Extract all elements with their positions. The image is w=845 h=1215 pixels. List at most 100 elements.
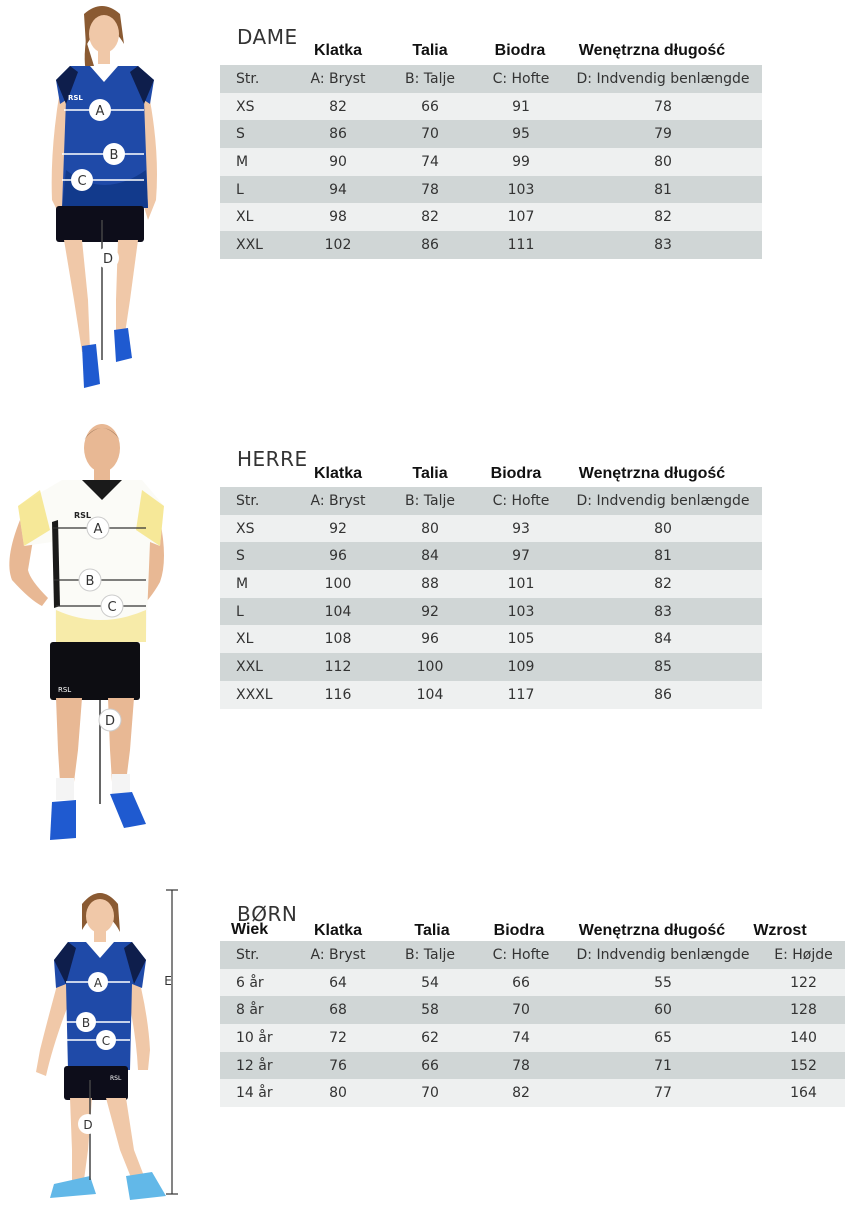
header-inseam: Wenętrzna długość: [578, 922, 726, 939]
cell: 74: [382, 148, 478, 176]
col-size: Str.: [220, 65, 294, 93]
table-row: 10 år 72 62 74 65 140: [220, 1024, 845, 1052]
marker-c: C: [107, 600, 116, 615]
table-row: 14 år 80 70 82 77 164: [220, 1079, 845, 1108]
header-klatka: Klatka: [313, 465, 363, 482]
cell: 82: [294, 92, 382, 121]
header-inseam: Wenętrzna długość: [578, 42, 726, 59]
cell: 111: [478, 231, 564, 259]
man-model-figure: RSL RSL A B C D: [9, 424, 164, 840]
cell: 58: [382, 996, 478, 1025]
cell: 10 år: [220, 1024, 294, 1052]
header-talia: Talia: [414, 922, 450, 939]
svg-text:RSL: RSL: [110, 1075, 122, 1082]
cell: 93: [478, 514, 564, 543]
cell: L: [220, 597, 294, 626]
cell: XXL: [220, 653, 294, 681]
cell: 99: [478, 148, 564, 176]
cell: 122: [762, 968, 845, 997]
cell: 80: [382, 514, 478, 543]
cell: 101: [478, 570, 564, 598]
cell: 102: [294, 231, 382, 259]
cell: 107: [478, 203, 564, 232]
table-row: XXXL 116 104 117 86: [220, 680, 762, 709]
cell: XS: [220, 92, 294, 121]
table-body: Str. A: Bryst B: Talje C: Hofte D: Indve…: [220, 941, 845, 1108]
cell: 81: [564, 175, 762, 204]
table-row: 8 år 68 58 70 60 128: [220, 996, 845, 1025]
cell: 152: [762, 1051, 845, 1080]
table-row: 12 år 76 66 78 71 152: [220, 1051, 845, 1080]
cell: 104: [294, 597, 382, 626]
svg-text:RSL: RSL: [68, 94, 83, 102]
child-model-figure: E RSL A B C D: [36, 889, 178, 1200]
cell: 85: [564, 653, 762, 681]
section-herre: RSL RSL A B C D HERRE Klatka Talia Biodr…: [0, 410, 845, 850]
col-chest: A: Bryst: [294, 65, 382, 93]
cell: 83: [564, 231, 762, 259]
table-row: S 86 70 95 79: [220, 120, 762, 149]
header-biodra: Biodra: [493, 922, 545, 939]
table-body: Str. A: Bryst B: Talje C: Hofte D: Indve…: [220, 487, 762, 709]
cell: 112: [294, 653, 382, 681]
cell: XXXL: [220, 680, 294, 709]
table-row: S 96 84 97 81: [220, 542, 762, 571]
table-row: XXL 102 86 111 83: [220, 231, 762, 259]
cell: 77: [564, 1079, 762, 1108]
cell: 62: [382, 1024, 478, 1052]
table-row: M 100 88 101 82: [220, 570, 762, 598]
cell: 70: [382, 1079, 478, 1108]
col-waist: B: Talje: [382, 487, 478, 515]
cell: 60: [564, 996, 762, 1025]
cell: 66: [382, 92, 478, 121]
col-chest: A: Bryst: [294, 941, 382, 969]
column-headers: Klatka Talia Biodra Wenętrzna długość: [220, 465, 762, 485]
section-title: BØRN: [237, 902, 298, 926]
column-headers: Klatka Talia Biodra Wenętrzna długość: [220, 42, 762, 62]
cell: 108: [294, 625, 382, 654]
cell: 103: [478, 175, 564, 204]
cell: 65: [564, 1024, 762, 1052]
cell: 92: [382, 597, 478, 626]
cell: 86: [382, 231, 478, 259]
table-header-row: Str. A: Bryst B: Talje C: Hofte D: Indve…: [220, 487, 762, 515]
cell: M: [220, 148, 294, 176]
svg-text:RSL: RSL: [74, 511, 91, 520]
table-row: 6 år 64 54 66 55 122: [220, 968, 845, 997]
cell: 86: [294, 120, 382, 149]
size-table-dame: Str. A: Bryst B: Talje C: Hofte D: Indve…: [220, 65, 762, 259]
cell: 72: [294, 1024, 382, 1052]
cell: 68: [294, 996, 382, 1025]
col-inseam: D: Indvendig benlængde: [564, 941, 762, 969]
table-row: XXL 112 100 109 85: [220, 653, 762, 681]
cell: 117: [478, 680, 564, 709]
marker-a: A: [94, 522, 103, 537]
cell: 103: [478, 597, 564, 626]
cell: 70: [382, 120, 478, 149]
header-inseam: Wenętrzna długość: [578, 465, 726, 482]
cell: 14 år: [220, 1079, 294, 1108]
cell: 97: [478, 542, 564, 571]
cell: XL: [220, 203, 294, 232]
cell: 12 år: [220, 1051, 294, 1080]
cell: 82: [478, 1079, 564, 1108]
table-header-row: Str. A: Bryst B: Talje C: Hofte D: Indve…: [220, 65, 762, 93]
cell: 140: [762, 1024, 845, 1052]
cell: 80: [564, 148, 762, 176]
cell: M: [220, 570, 294, 598]
table-header-row: Str. A: Bryst B: Talje C: Hofte D: Indve…: [220, 941, 845, 969]
col-inseam: D: Indvendig benlængde: [564, 487, 762, 515]
cell: 84: [382, 542, 478, 571]
table-row: XS 92 80 93 80: [220, 514, 762, 543]
table-row: M 90 74 99 80: [220, 148, 762, 176]
table-row: XL 108 96 105 84: [220, 625, 762, 654]
cell: 94: [294, 175, 382, 204]
marker-d: D: [83, 1118, 92, 1132]
cell: 95: [478, 120, 564, 149]
cell: 64: [294, 968, 382, 997]
table-body: Str. A: Bryst B: Talje C: Hofte D: Indve…: [220, 65, 762, 259]
cell: 86: [564, 680, 762, 709]
cell: 66: [478, 968, 564, 997]
marker-d: D: [103, 252, 113, 267]
cell: 128: [762, 996, 845, 1025]
